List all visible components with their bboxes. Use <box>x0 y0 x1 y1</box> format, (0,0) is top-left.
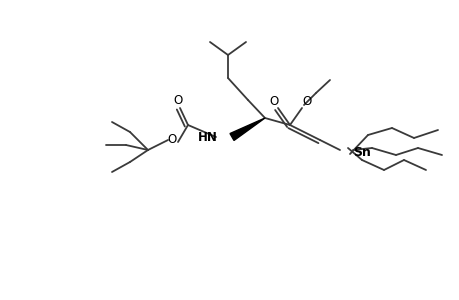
Text: Sn: Sn <box>352 146 370 158</box>
Polygon shape <box>230 118 264 140</box>
Text: O: O <box>302 94 311 107</box>
Text: O: O <box>269 94 278 107</box>
Text: O: O <box>167 133 176 146</box>
Text: HN: HN <box>198 130 218 143</box>
Text: O: O <box>173 94 182 106</box>
